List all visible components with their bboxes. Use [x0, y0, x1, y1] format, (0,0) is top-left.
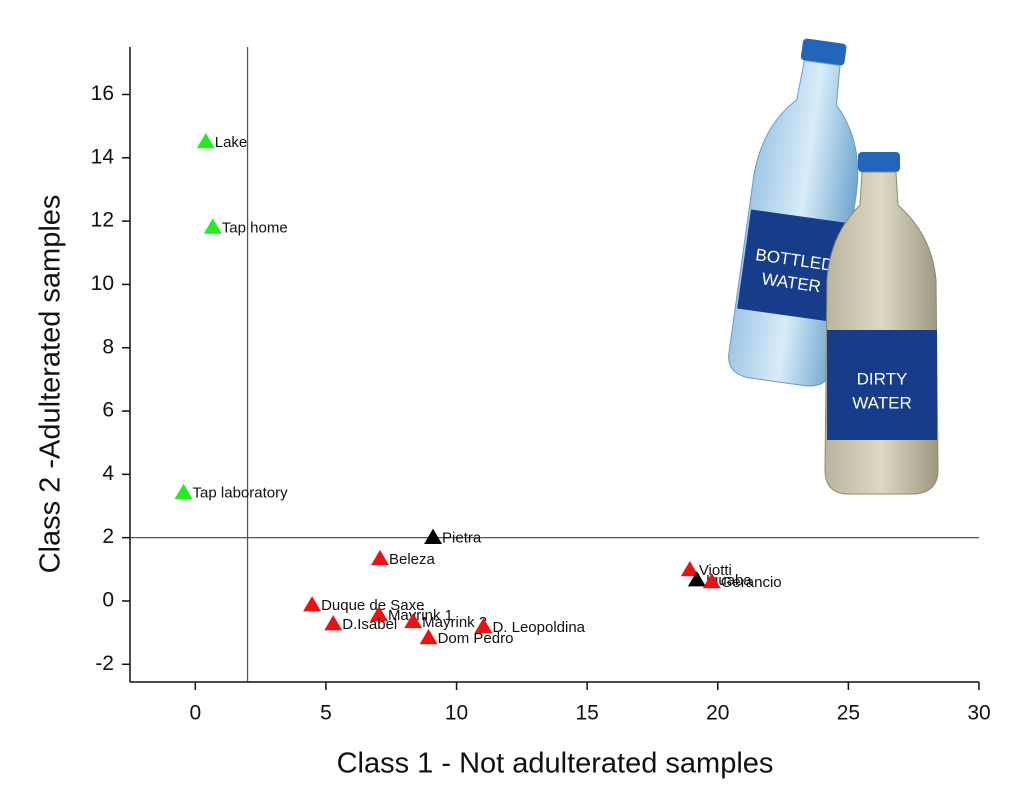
point [196, 132, 215, 149]
bottle-label: DIRTY [857, 369, 908, 388]
point [680, 560, 699, 577]
point-label: Beleza [389, 551, 436, 568]
point-label: Lake [215, 134, 248, 151]
point-label: Viotti [699, 562, 732, 579]
point [370, 549, 389, 566]
y-tick-label: 10 [91, 272, 114, 295]
point [424, 528, 443, 544]
point [203, 218, 222, 234]
point [419, 628, 438, 645]
point-label: Gerancio [721, 574, 782, 591]
point [174, 483, 193, 500]
point [687, 571, 706, 587]
dirty-water-image: DIRTY WATER [824, 152, 939, 495]
point [702, 572, 721, 589]
point-label: Dom Pedro [438, 630, 514, 647]
point-label: D.Isabel [342, 616, 397, 633]
point [324, 615, 343, 631]
point-label: Tap home [222, 219, 288, 236]
point-label: D. Leopoldina [492, 619, 585, 636]
y-tick-label: 8 [102, 335, 114, 358]
bottle-label: WATER [852, 393, 912, 412]
y-tick-label: 6 [102, 399, 114, 422]
x-axis-title: Class 1 - Not adulterated samples [337, 748, 774, 780]
x-tick-label: 5 [320, 702, 332, 725]
point-label: Duque de Saxe [321, 597, 424, 614]
point-label: Pietra [442, 530, 482, 547]
point [404, 612, 423, 629]
y-tick-label: -2 [95, 652, 114, 675]
y-tick-label: 12 [91, 209, 114, 232]
x-tick-label: 30 [967, 702, 990, 725]
y-tick-label: 14 [91, 145, 115, 168]
x-tick-label: 10 [445, 702, 468, 725]
x-tick-label: 20 [706, 702, 729, 725]
x-tick-label: 0 [189, 702, 201, 725]
y-tick-label: 4 [102, 462, 114, 485]
y-axis-title: Class 2 -Adulterated samples [35, 195, 67, 574]
x-tick-label: 15 [575, 702, 598, 725]
x-tick-label: 25 [837, 702, 860, 725]
point [474, 617, 493, 634]
point-label: Mayrink 3 [422, 614, 487, 631]
point-label: Mayrink 1 [388, 607, 453, 624]
point [303, 596, 322, 612]
point [369, 605, 388, 622]
y-tick-label: 16 [91, 82, 114, 105]
y-tick-label: 2 [102, 525, 114, 548]
y-tick-label: 0 [102, 589, 114, 612]
point-label: Tap laboratory [193, 485, 289, 502]
bottled-water-image: BOTTLED WATER [728, 38, 859, 387]
